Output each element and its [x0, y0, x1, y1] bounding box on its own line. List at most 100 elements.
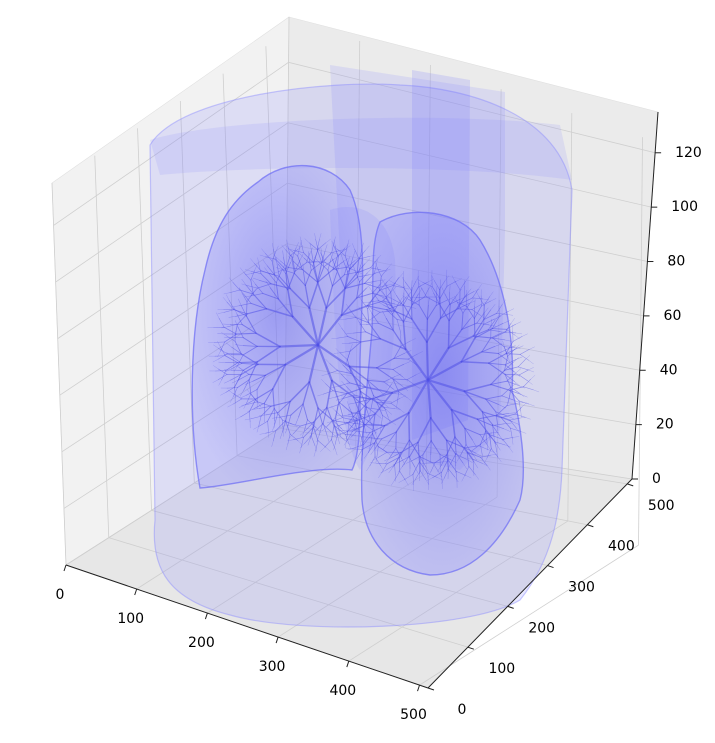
z-tick-label: 0	[652, 471, 661, 487]
airway-branch	[507, 360, 514, 366]
airway-branch	[476, 313, 485, 324]
airway-branch	[492, 425, 500, 436]
airway-branch	[490, 298, 497, 302]
airway-branch	[347, 447, 355, 450]
airway-branch	[383, 412, 410, 427]
airway-branch	[347, 359, 352, 374]
airway-branch	[348, 365, 369, 381]
airway-branch	[382, 442, 389, 450]
airway-branch	[255, 283, 264, 294]
airway-branch	[492, 337, 505, 341]
airway-branch	[494, 441, 498, 453]
airway-branch	[504, 339, 512, 342]
airway-branch	[483, 318, 495, 325]
airway-branch	[491, 328, 507, 330]
airway-branch	[528, 360, 534, 365]
airway-branch	[387, 263, 392, 269]
airway-branch	[346, 422, 356, 430]
x-tick-label: 300	[259, 659, 286, 675]
airway-branch	[235, 344, 244, 346]
airway-branch	[451, 275, 456, 282]
airway-branch	[331, 240, 335, 247]
airway-branch	[465, 475, 472, 479]
airway-branch	[370, 448, 376, 455]
airway-branch	[399, 456, 411, 463]
airway-branch	[365, 331, 381, 340]
airway-branch	[502, 340, 505, 347]
z-tick-label: 120	[675, 145, 702, 161]
airway-branch	[490, 332, 502, 339]
airway-branch	[481, 300, 491, 307]
airway-branch	[412, 454, 424, 461]
airway-branch	[479, 432, 493, 436]
airway-branch	[259, 280, 272, 285]
airway-branch	[473, 288, 480, 292]
airway-branch	[290, 423, 301, 427]
airway-branch	[446, 463, 451, 471]
airway-branch	[250, 393, 258, 403]
airway-branch	[508, 412, 516, 414]
airway-branch	[321, 379, 326, 384]
x-axis-line	[65, 564, 429, 689]
airway-branch	[246, 389, 251, 395]
x-tick-label: 200	[188, 635, 215, 651]
airway-branch	[216, 312, 220, 319]
airway-branch	[258, 416, 262, 427]
airway-branch	[439, 280, 446, 290]
airway-branch	[344, 420, 357, 425]
airway-branch	[224, 355, 239, 364]
airway-branch	[473, 317, 476, 339]
airway-branch	[477, 284, 482, 290]
airway-branch	[504, 364, 515, 373]
airway-branch	[378, 472, 382, 478]
airway-branch	[332, 390, 348, 395]
airway-branch	[338, 322, 342, 329]
airway-branch	[342, 417, 357, 421]
airway-branch	[336, 368, 342, 375]
airway-branch	[259, 254, 266, 257]
airway-branch	[466, 451, 470, 467]
airway-branch	[333, 425, 339, 438]
airway-branch	[464, 427, 467, 446]
airway-branch	[490, 454, 497, 456]
airway-branch	[483, 305, 485, 313]
airway-branch	[408, 456, 416, 468]
airway-branch	[403, 287, 412, 300]
airway-branch	[247, 285, 258, 289]
airway-branch	[355, 315, 360, 323]
airway-branch	[273, 258, 279, 265]
axis-lines	[65, 111, 659, 689]
airway-branch	[509, 419, 517, 429]
airway-branch	[368, 300, 380, 303]
airway-branch	[523, 386, 534, 391]
airway-branch	[327, 370, 338, 375]
airway-branch	[250, 279, 254, 295]
airway-branch	[408, 289, 413, 296]
airway-branch	[520, 431, 527, 434]
airway-branch	[308, 281, 319, 309]
airway-branch	[418, 282, 422, 289]
airway-branch	[367, 442, 376, 453]
airway-branch	[223, 297, 228, 303]
airway-branch	[272, 423, 275, 431]
airway-branch	[388, 466, 394, 473]
airway-branch	[369, 392, 393, 400]
airway-branch	[441, 472, 443, 483]
airway-branch	[321, 373, 328, 376]
airway-branch	[444, 293, 451, 305]
airway-branch	[332, 258, 338, 271]
airway-branch	[321, 252, 333, 264]
airway-branch	[374, 425, 386, 444]
airway-branch	[386, 409, 392, 415]
airway-branch	[476, 414, 498, 420]
airway-branch	[474, 328, 493, 339]
airway-branch	[267, 420, 269, 432]
airway-branch	[439, 279, 441, 287]
airway-branch	[417, 279, 424, 283]
airway-branch	[492, 337, 505, 348]
airway-branch	[426, 296, 440, 305]
airway-branch	[414, 466, 419, 474]
airway-branch	[471, 309, 481, 316]
airway-branch	[242, 361, 258, 371]
airway-branch	[393, 310, 413, 320]
